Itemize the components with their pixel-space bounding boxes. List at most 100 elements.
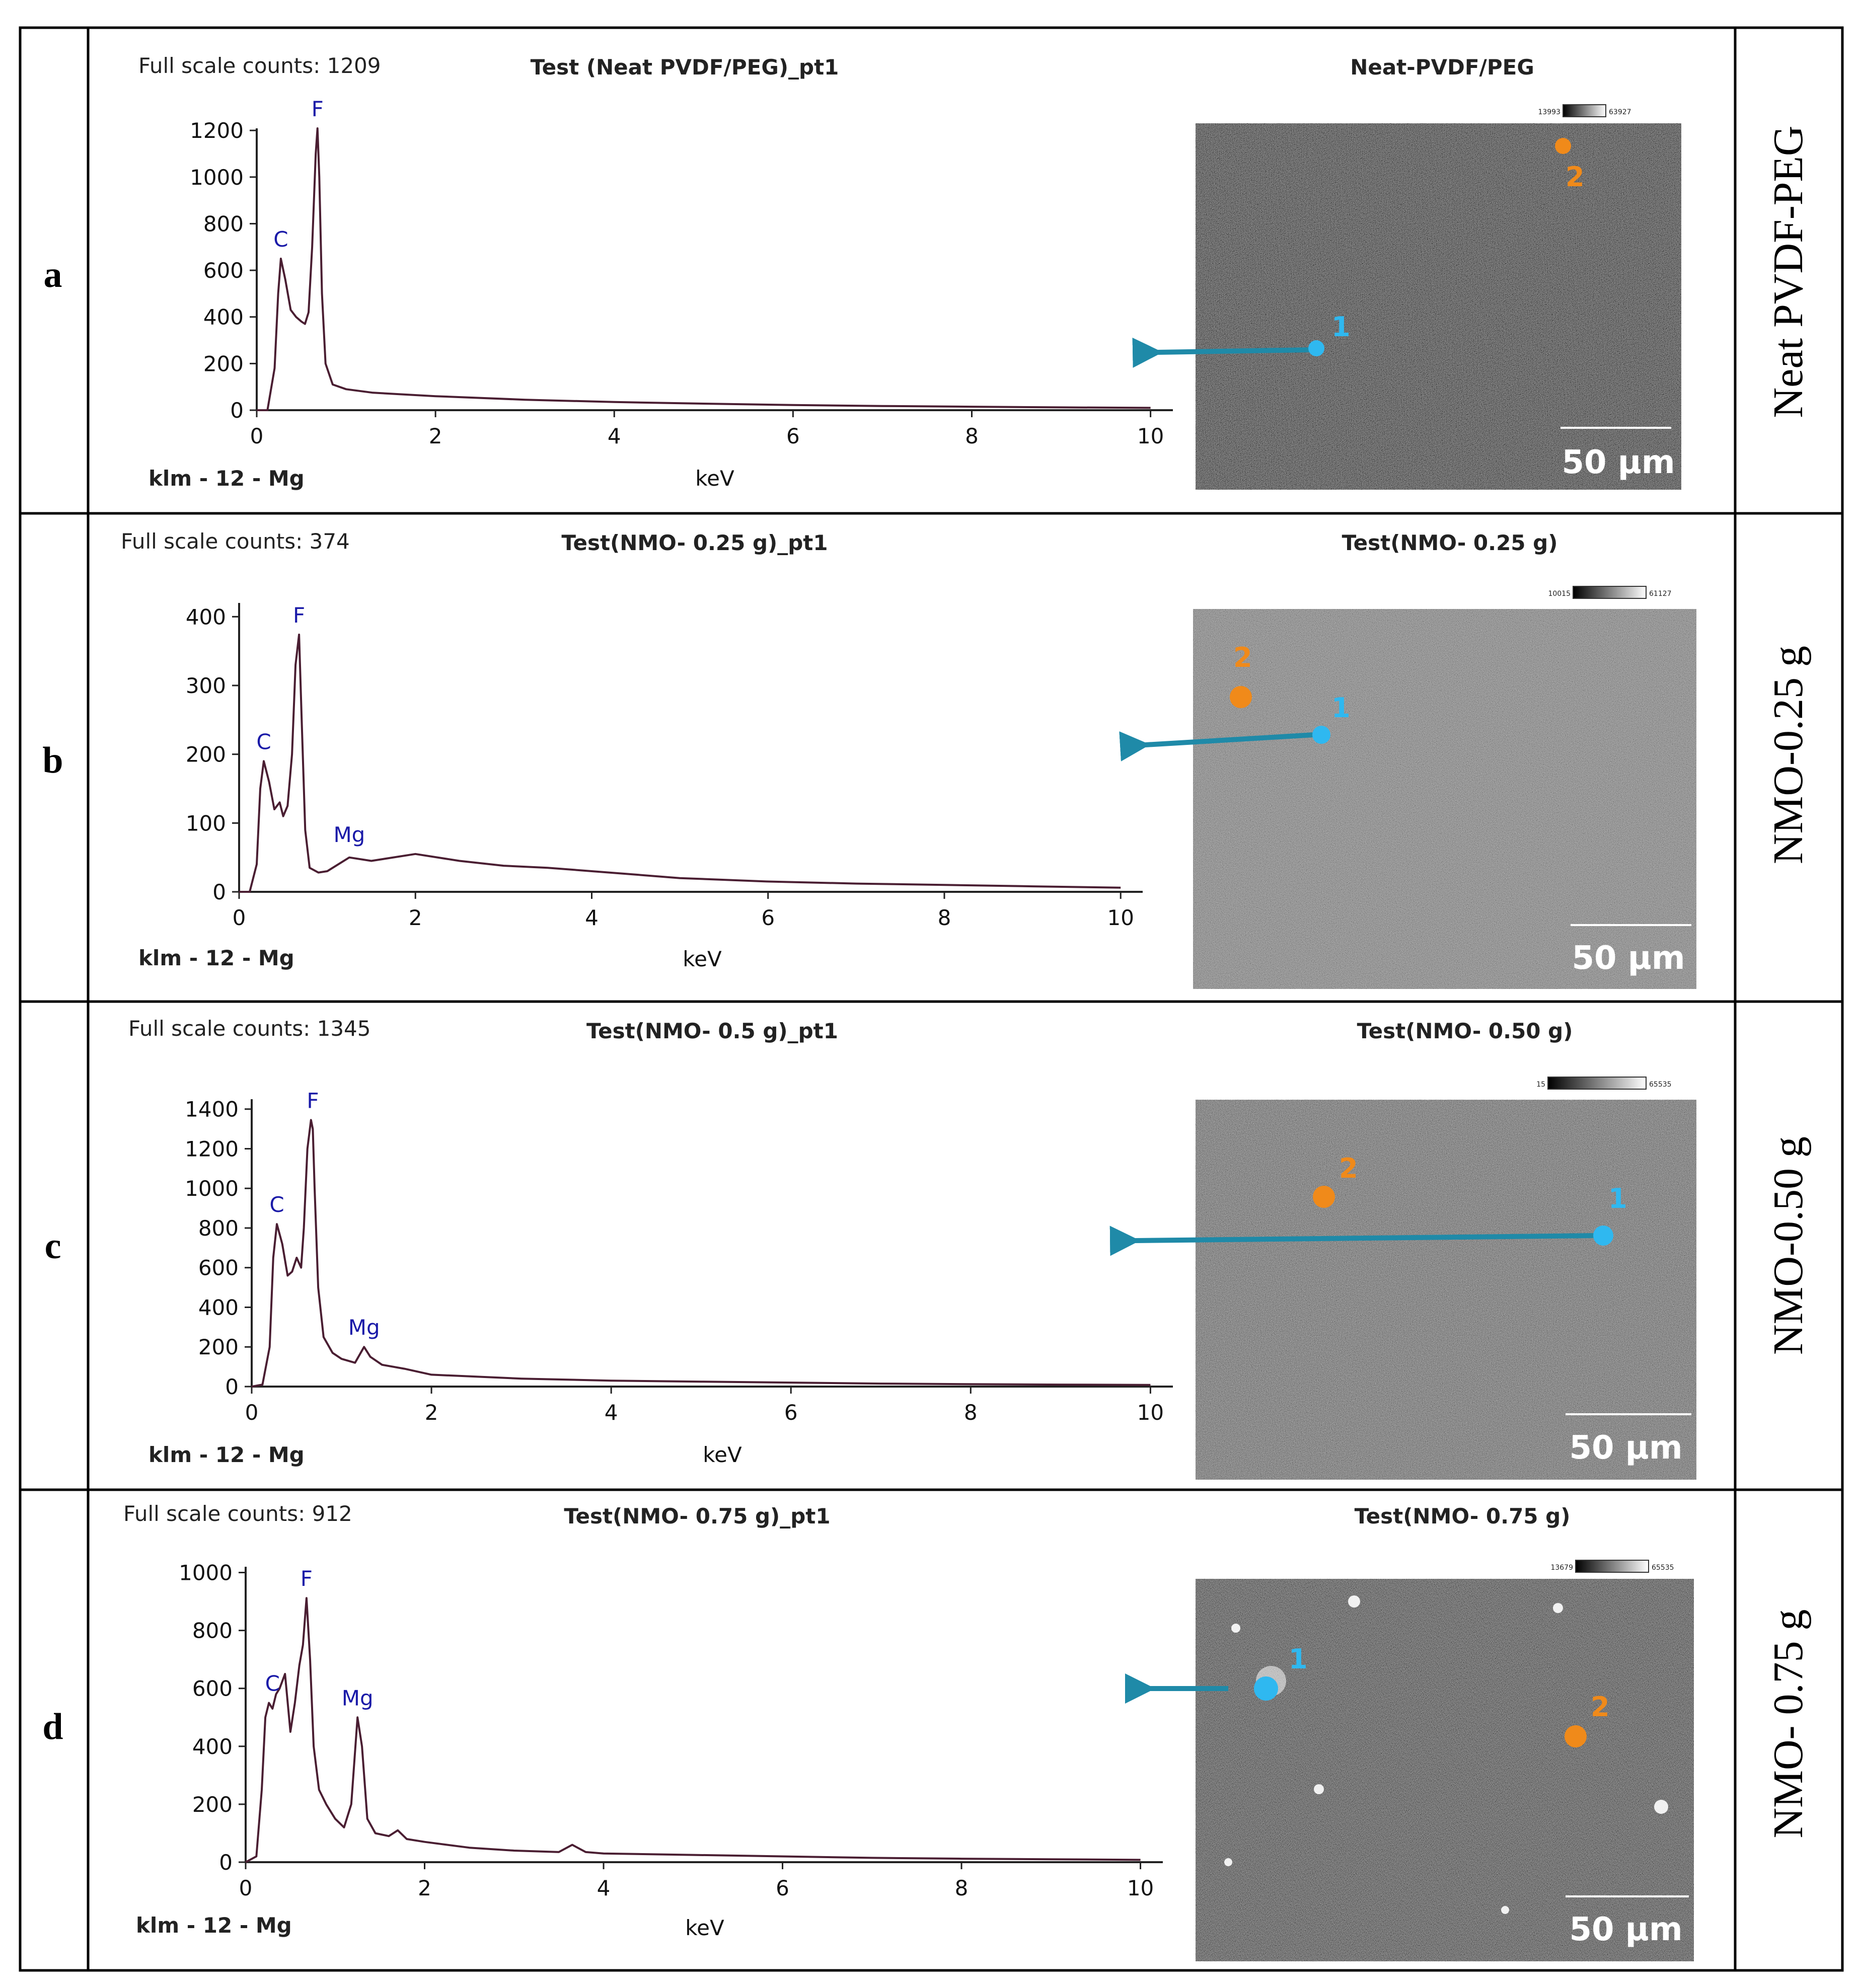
x-tick-label: 2 xyxy=(418,1876,431,1900)
sem-image: 13993 63927 1 2 50 µm xyxy=(1132,104,1681,490)
y-tick-label: 1000 xyxy=(190,165,244,190)
x-tick-label: 4 xyxy=(608,424,621,448)
full-scale-counts: Full scale counts: 912 xyxy=(123,1501,352,1526)
panel-a: a Neat PVDF-PEG Full scale counts: 1209 … xyxy=(44,53,1812,491)
x-tick-label: 6 xyxy=(776,1876,789,1900)
x-tick-label: 10 xyxy=(1107,905,1134,930)
x-tick-label: 10 xyxy=(1127,1876,1154,1900)
table-grid xyxy=(19,26,1844,1972)
full-scale-counts: Full scale counts: 374 xyxy=(121,529,350,554)
point-1-label: 1 xyxy=(1289,1643,1308,1675)
arrow xyxy=(1109,1226,1596,1256)
footer-label: klm - 12 - Mg xyxy=(148,466,305,491)
side-label: Neat PVDF-PEG xyxy=(1765,126,1812,418)
scale-bar-label: 50 µm xyxy=(1561,444,1675,481)
y-tick-label: 100 xyxy=(186,811,226,835)
x-tick-label: 10 xyxy=(1137,424,1164,448)
y-tick-label: 1400 xyxy=(185,1097,239,1122)
sem-image: 10015 61127 1 2 50 µm xyxy=(1119,586,1696,989)
point-2-label: 2 xyxy=(1233,642,1252,673)
colorbar-min: 13679 xyxy=(1550,1564,1573,1572)
point-1: 1 xyxy=(1593,1183,1627,1246)
arrow xyxy=(1132,337,1312,368)
x-axis-label: keV xyxy=(683,947,722,971)
colorbar-max: 65535 xyxy=(1652,1564,1674,1572)
scale-bar-label: 50 µm xyxy=(1569,1911,1682,1948)
y-tick-label: 0 xyxy=(230,398,244,423)
y-tick-label: 0 xyxy=(212,880,226,904)
side-label: NMO-0.50 g xyxy=(1765,1136,1812,1355)
test-title: Test(NMO- 0.75 g)_pt1 xyxy=(564,1504,830,1528)
image-title: Neat-PVDF/PEG xyxy=(1350,55,1534,80)
footer-label: klm - 12 - Mg xyxy=(136,1913,292,1938)
x-tick-label: 10 xyxy=(1137,1400,1164,1425)
test-title: Test(NMO- 0.5 g)_pt1 xyxy=(586,1019,838,1043)
test-title: Test(NMO- 0.25 g)_pt1 xyxy=(561,530,828,555)
point-1: 1 xyxy=(1312,692,1351,744)
row-letter: c xyxy=(45,1226,61,1267)
footer-label: klm - 12 - Mg xyxy=(148,1442,305,1467)
x-tick-label: 6 xyxy=(786,424,800,448)
point-1: 1 xyxy=(1254,1643,1308,1701)
y-tick-label: 600 xyxy=(198,1256,239,1280)
y-tick-label: 400 xyxy=(192,1734,233,1759)
point-2-label: 2 xyxy=(1566,161,1585,193)
image-title: Test(NMO- 0.75 g) xyxy=(1355,1504,1571,1528)
peak-label-c: C xyxy=(265,1671,280,1696)
point-1: 1 xyxy=(1308,311,1351,356)
y-tick-label: 600 xyxy=(203,258,244,283)
full-scale-counts: Full scale counts: 1209 xyxy=(138,53,381,78)
point-1-label: 1 xyxy=(1331,692,1351,724)
x-tick-label: 8 xyxy=(965,424,979,448)
x-tick-label: 6 xyxy=(784,1400,798,1425)
sem-image: 15 65535 1 2 50 µm xyxy=(1109,1077,1696,1480)
y-tick-label: 800 xyxy=(203,211,244,236)
y-tick-label: 1000 xyxy=(179,1561,233,1585)
x-tick-label: 0 xyxy=(250,424,264,448)
peak-label-c: C xyxy=(256,729,271,754)
scale-bar-label: 50 µm xyxy=(1569,1429,1682,1467)
peak-label-c: C xyxy=(273,227,288,252)
peak-label-f: F xyxy=(307,1088,319,1113)
x-tick-label: 0 xyxy=(245,1400,259,1425)
peak-label-c: C xyxy=(269,1192,284,1217)
peak-label-f: F xyxy=(301,1566,313,1591)
image-title: Test(NMO- 0.50 g) xyxy=(1357,1019,1573,1043)
point-2: 2 xyxy=(1565,1691,1610,1747)
point-1-label: 1 xyxy=(1331,311,1351,343)
full-scale-counts: Full scale counts: 1345 xyxy=(128,1016,371,1041)
arrow xyxy=(1119,731,1314,761)
x-tick-label: 4 xyxy=(597,1876,611,1900)
peak-label-f: F xyxy=(312,97,324,121)
panel-b: b NMO-0.25 g Full scale counts: 374 Test… xyxy=(42,529,1812,989)
row-letter: d xyxy=(42,1706,63,1747)
y-tick-label: 200 xyxy=(203,351,244,376)
point-2-label: 2 xyxy=(1591,1691,1610,1723)
colorbar-max: 61127 xyxy=(1649,590,1672,598)
y-tick-label: 200 xyxy=(198,1335,239,1359)
y-tick-label: 400 xyxy=(186,604,226,629)
point-2: 2 xyxy=(1230,642,1252,708)
row-letter: b xyxy=(42,740,63,781)
y-tick-label: 300 xyxy=(186,673,226,698)
x-axis-label: keV xyxy=(685,1916,724,1940)
colorbar-min: 13993 xyxy=(1538,108,1560,116)
colorbar-min: 10015 xyxy=(1548,590,1571,598)
y-tick-label: 1000 xyxy=(185,1176,239,1201)
panel-c: c NMO-0.50 g Full scale counts: 1345 Tes… xyxy=(45,1016,1812,1480)
y-tick-label: 800 xyxy=(198,1216,239,1241)
colorbar: 15 65535 xyxy=(1536,1077,1672,1090)
spectrum-plot: 0 2 4 6 8 10 0 200 400 600 800 1000 1200 1400 C F Mg xyxy=(185,1088,1173,1425)
x-tick-label: 2 xyxy=(409,905,422,930)
peak-label-mg: Mg xyxy=(348,1315,380,1340)
row-letter: a xyxy=(44,254,62,295)
sem-image: 13679 65535 1 2 50 µm xyxy=(1125,1560,1694,1961)
peak-label-f: F xyxy=(293,603,305,628)
panel-d: d NMO- 0.75 g Full scale counts: 912 Tes… xyxy=(42,1501,1812,1961)
y-tick-label: 400 xyxy=(198,1295,239,1320)
side-label: NMO-0.25 g xyxy=(1765,646,1812,864)
spectrum-line xyxy=(251,1119,1151,1388)
colorbar-min: 15 xyxy=(1536,1081,1545,1089)
y-tick-label: 0 xyxy=(219,1850,233,1875)
